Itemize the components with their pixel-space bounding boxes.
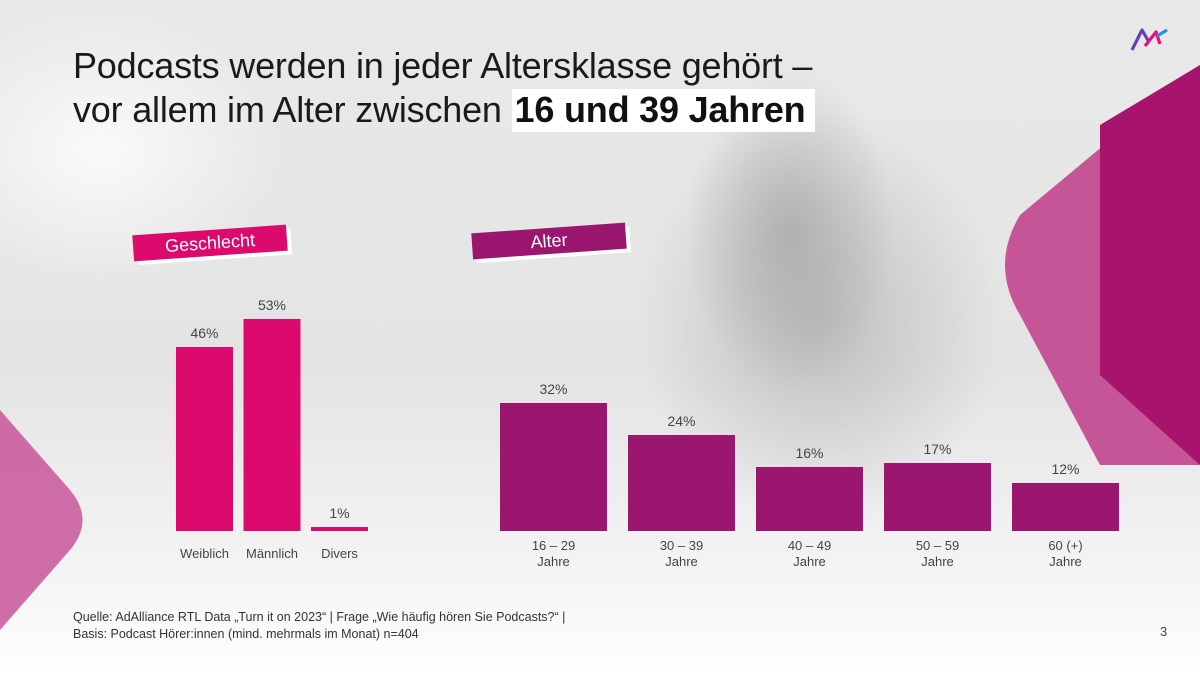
gender-bar [176,347,233,531]
age-bar [756,467,863,531]
page-number: 3 [1160,624,1168,639]
source-note: Quelle: AdAlliance RTL Data „Turn it on … [73,609,565,643]
age-category-label: 40 – 49 [788,538,831,553]
decorative-shape-right [1005,65,1200,465]
gender-value-label: 53% [258,297,286,313]
age-value-label: 12% [1051,461,1079,477]
title-line-1: Podcasts werden in jeder Altersklasse ge… [73,45,813,86]
gender-category-label: Männlich [246,546,298,561]
gender-value-label: 46% [190,325,218,341]
age-category-label: Jahre [921,554,954,569]
age-category-label: 30 – 39 [660,538,703,553]
gender-bar [311,527,368,531]
gender-category-label: Divers [321,546,358,561]
gender-bar [243,319,301,531]
age-value-label: 17% [923,441,951,457]
title-highlight: 16 und 39 Jahren [511,89,816,132]
age-category-label: Jahre [665,554,698,569]
age-value-label: 24% [667,413,695,429]
age-bar [500,403,607,531]
brand-logo-icon [1130,28,1168,51]
age-category-label: Jahre [537,554,570,569]
age-bar [1012,483,1119,531]
age-value-label: 32% [539,381,567,397]
gender-value-label: 1% [329,505,349,521]
age-category-label: 16 – 29 [532,538,575,553]
gender-category-label: Weiblich [180,546,229,561]
title-line-2: vor allem im Alter zwischen [73,89,502,130]
age-category-label: 60 (+) [1048,538,1082,553]
age-category-label: Jahre [1049,554,1082,569]
source-line-2: Basis: Podcast Hörer:innen (mind. mehrma… [73,627,419,641]
age-bar [884,463,991,531]
source-line-1: Quelle: AdAlliance RTL Data „Turn it on … [73,610,566,624]
age-bar [628,435,735,531]
decorative-shape-left [0,410,83,630]
page-title: Podcasts werden in jeder Altersklasse ge… [73,44,816,132]
age-value-label: 16% [795,445,823,461]
age-category-label: Jahre [793,554,826,569]
age-category-label: 50 – 59 [916,538,959,553]
